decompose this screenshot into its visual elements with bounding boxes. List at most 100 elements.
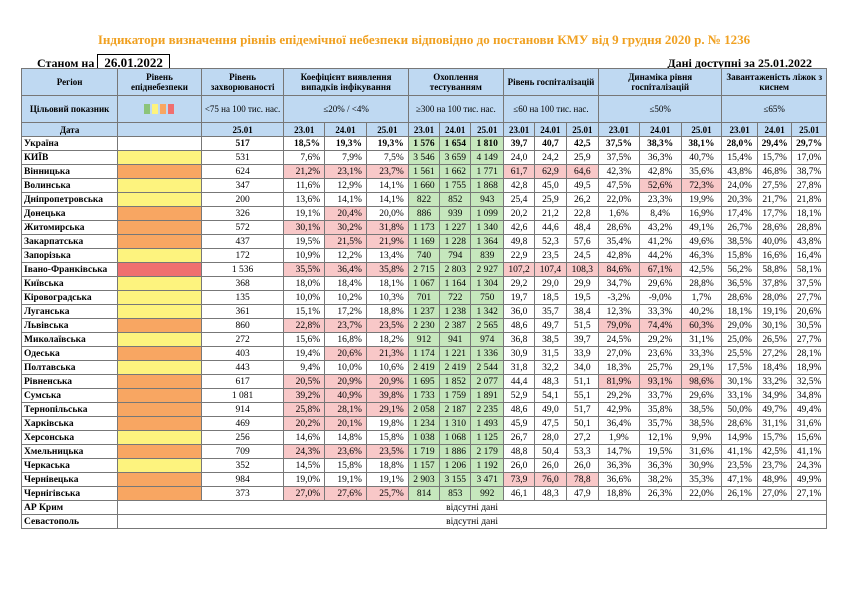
testing-cell: 1 561	[407, 164, 441, 179]
epid-level-cell	[117, 402, 202, 417]
hosp-cell: 31,8	[502, 360, 536, 375]
hosp-dyn-cell: 35,3%	[680, 472, 723, 487]
detection-cell: 14,5%	[283, 458, 326, 473]
hosp-dyn-cell: 27,0%	[598, 346, 640, 361]
target-label: Цільовий показник	[20, 95, 119, 123]
hosp-cell: 78,8	[565, 472, 600, 487]
incidence-cell: 914	[200, 402, 285, 417]
region-name: АР Крим	[20, 500, 119, 515]
no-data-row: Севастополь відсутні дані	[20, 514, 827, 529]
testing-cell: 2 544	[470, 360, 504, 375]
table-row: Херсонська 256 14,6% 14,8% 15,8% 1 038 1 068 1 …	[20, 430, 827, 445]
testing-cell: 1 340	[470, 220, 504, 235]
oxygen-cell: 58,8%	[756, 262, 793, 277]
hosp-cell: 64,6	[565, 164, 600, 179]
epid-level-cell	[117, 430, 202, 445]
incidence-cell: 860	[200, 318, 285, 333]
detection-cell: 20,2%	[283, 416, 326, 431]
table-row: Сумська 1 081 39,2% 40,9% 39,8% 1 733 1 759 1 8…	[20, 388, 827, 403]
incidence-cell: 572	[200, 220, 285, 235]
table-row: Запорізька 172 10,9% 12,2% 13,4% 740 794 839 22,…	[20, 248, 827, 263]
incidence-cell: 531	[200, 150, 285, 165]
testing-cell: 1 067	[407, 276, 441, 291]
date-col: 24.01	[439, 122, 472, 137]
testing-cell: 2 419	[439, 360, 472, 375]
table-row: Миколаївська 272 15,6% 16,8% 18,2% 912 941 974 3…	[20, 332, 827, 347]
detection-cell: 17,2%	[324, 304, 367, 319]
hosp-cell: 73,9	[502, 472, 536, 487]
testing-cell: 1 342	[470, 304, 504, 319]
oxygen-cell: 23,5%	[721, 458, 758, 473]
incidence-cell: 347	[200, 178, 285, 193]
hosp-dyn-cell: 42,3%	[598, 164, 640, 179]
oxygen-cell: 18,9%	[791, 360, 827, 375]
epid-level-cell	[117, 136, 202, 151]
hosp-dyn-cell: 23,6%	[638, 346, 682, 361]
oxygen-cell: 25,0%	[721, 332, 758, 347]
table-row: Донецька 326 19,1% 20,4% 20,0% 886 939 1 099 20,…	[20, 206, 827, 221]
region-name: Полтавська	[20, 360, 119, 375]
oxygen-cell: 43,8%	[721, 164, 758, 179]
testing-cell: 1 238	[439, 304, 472, 319]
hosp-dyn-cell: 8,4%	[638, 206, 682, 221]
testing-cell: 1 173	[407, 220, 441, 235]
testing-cell: 1 228	[439, 234, 472, 249]
testing-cell: 943	[470, 192, 504, 207]
testing-cell: 1 068	[439, 430, 472, 445]
testing-cell: 2 927	[470, 262, 504, 277]
region-name: Тернопільська	[20, 402, 119, 417]
oxygen-cell: 15,7%	[756, 150, 793, 165]
oxygen-cell: 24,0%	[721, 178, 758, 193]
oxygen-cell: 15,8%	[721, 248, 758, 263]
detection-cell: 7,6%	[283, 150, 326, 165]
region-name: Київська	[20, 276, 119, 291]
hosp-cell: 62,9	[534, 164, 567, 179]
header-row: Регіон Рівень епіднебезпеки Рівень захво…	[20, 68, 827, 96]
epid-level-cell	[117, 374, 202, 389]
table-row: КИЇВ 531 7,6% 7,9% 7,5% 3 546 3 659 4 149 24,0 24…	[20, 150, 827, 165]
date-label: Дата	[20, 122, 119, 137]
detection-cell: 28,1%	[324, 402, 367, 417]
oxygen-cell: 28,1%	[791, 346, 827, 361]
hosp-dyn-cell: 29,2%	[598, 388, 640, 403]
oxygen-cell: 17,4%	[721, 206, 758, 221]
hosp-cell: 48,4	[565, 220, 600, 235]
testing-cell: 2 187	[439, 402, 472, 417]
incidence-cell: 443	[200, 360, 285, 375]
detection-cell: 13,4%	[365, 248, 409, 263]
testing-cell: 1 174	[407, 346, 441, 361]
region-name: Закарпатська	[20, 234, 119, 249]
hosp-cell: 51,1	[565, 374, 600, 389]
oxygen-cell: 18,4%	[756, 360, 793, 375]
hosp-cell: 32,2	[534, 360, 567, 375]
hosp-cell: 29,2	[502, 276, 536, 291]
hosp-dyn-cell: 33,3%	[680, 346, 723, 361]
testing-cell: 852	[439, 192, 472, 207]
hosp-cell: 51,7	[565, 402, 600, 417]
epid-level-cell	[117, 472, 202, 487]
oxygen-cell: 27,0%	[756, 486, 793, 501]
hosp-cell: 48,3	[534, 486, 567, 501]
indicators-table: Регіон Рівень епіднебезпеки Рівень захво…	[20, 68, 827, 529]
orange-level-swatch	[160, 104, 167, 115]
table-row: Тернопільська 914 25,8% 28,1% 29,1% 2 058 2 18…	[20, 402, 827, 417]
hosp-cell: 21,2	[534, 206, 567, 221]
testing-cell: 1 192	[470, 458, 504, 473]
hosp-dyn-cell: 16,9%	[680, 206, 723, 221]
epid-level-cell	[117, 304, 202, 319]
hosp-cell: 35,7	[534, 304, 567, 319]
hosp-cell: 47,9	[565, 486, 600, 501]
testing-cell: 1 576	[407, 136, 441, 151]
table-row: Івано-Франківська 1 536 35,5% 36,4% 35,8% 2 7…	[20, 262, 827, 277]
detection-cell: 14,8%	[324, 430, 367, 445]
oxygen-cell: 14,9%	[721, 430, 758, 445]
region-name: Одеська	[20, 346, 119, 361]
incidence-cell: 1 081	[200, 388, 285, 403]
hosp-cell: 31,5	[534, 346, 567, 361]
detection-cell: 39,2%	[283, 388, 326, 403]
oxygen-cell: 31,6%	[791, 416, 827, 431]
region-name: Вінницька	[20, 164, 119, 179]
hosp-cell: 25,9	[565, 150, 600, 165]
testing-cell: 2 803	[439, 262, 472, 277]
hosp-cell: 50,1	[565, 416, 600, 431]
